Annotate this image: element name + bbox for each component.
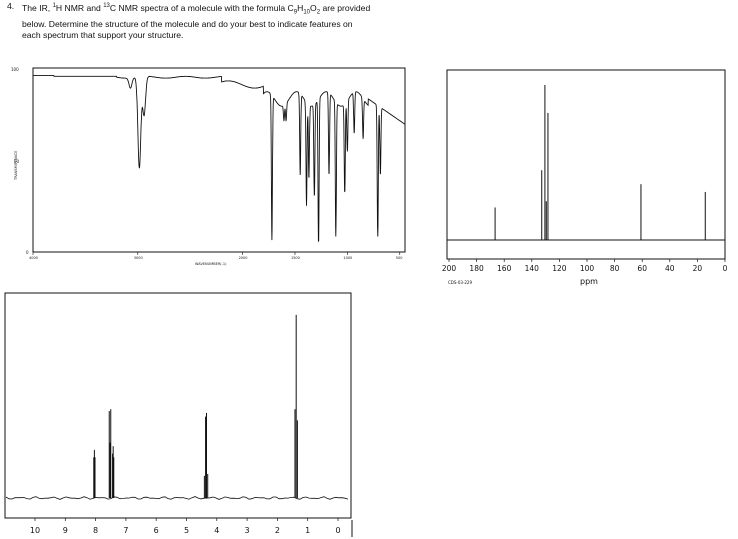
question-line-3: each spectrum that support your structur… <box>22 30 184 41</box>
c13-x-tick-label: 200 <box>442 264 457 273</box>
h1-x-tick-label: 8 <box>93 526 98 535</box>
c13-x-tick-label: 180 <box>469 264 484 273</box>
c13-code: CDS-03-229 <box>448 280 472 285</box>
ir-x-tick-label: 3000 <box>134 256 143 260</box>
h1-x-tick-label: 7 <box>123 526 128 535</box>
ir-x-tick-label: 2000 <box>239 256 248 260</box>
h1-spectrum: 10 9 8 7 6 5 4 3 2 1 0 <box>4 292 353 537</box>
c13-x-tick-label: 60 <box>637 264 647 273</box>
c13-frame <box>446 69 726 260</box>
ir-frame <box>32 67 406 253</box>
ir-trace <box>33 74 406 243</box>
c13-x-tick-label: 120 <box>552 264 567 273</box>
question-line-1: The IR, 1H NMR and 13C NMR spectra of a … <box>22 2 371 16</box>
h1-peaks <box>93 314 298 498</box>
c13-x-ticks: 200 180 160 140 120 100 80 60 40 20 0 <box>442 259 728 273</box>
question-text: 4. The IR, 1H NMR and 13C NMR spectra of… <box>7 1 437 42</box>
h1-x-tick-label: 0 <box>335 526 340 535</box>
c13-x-tick-label: 140 <box>525 264 540 273</box>
h1-x-tick-label: 9 <box>63 526 68 535</box>
h1-x-tick-label: 10 <box>30 526 40 535</box>
c13-x-tick-label: 20 <box>693 264 703 273</box>
ir-y-axis-label: TRANSMITTANCE <box>14 151 18 181</box>
h1-frame <box>4 292 352 519</box>
ir-x-tick-label: 1500 <box>291 256 300 260</box>
c13-peaks <box>494 85 706 240</box>
h1-baseline <box>5 496 349 500</box>
ir-x-ticks: 4000 3000 2000 1500 1000 500 <box>29 252 402 260</box>
question-line-2: below. Determine the structure of the mo… <box>22 18 353 29</box>
c13-x-axis-label: ppm <box>580 277 598 286</box>
question-number: 4. <box>7 1 15 11</box>
h1-x-ticks: 10 9 8 7 6 5 4 3 2 1 0 <box>30 518 353 537</box>
ir-y-bottom-label: 0 <box>26 250 29 255</box>
h1-x-tick-label: 6 <box>154 526 159 535</box>
h1-x-tick-label: 2 <box>275 526 280 535</box>
h1-x-tick-label: 4 <box>214 526 219 535</box>
h1-x-tick-label: 5 <box>184 526 189 535</box>
ir-x-axis-label: WAVENUMBER(-1) <box>195 262 227 266</box>
ir-x-tick-label: 4000 <box>29 256 38 260</box>
c13-spectrum: 200 180 160 140 120 100 80 60 40 20 0 CDS-03-229 p… <box>442 69 728 286</box>
c13-x-tick-label: 160 <box>497 264 512 273</box>
c13-x-tick-label: 0 <box>723 264 728 273</box>
h1-x-tick-label: 3 <box>245 526 250 535</box>
ir-y-top-label: 100 <box>11 67 19 72</box>
ir-x-tick-label: 1000 <box>343 256 352 260</box>
ir-spectrum: 100 50 0 TRANSMITTANCE 4000 3000 2000 1500 1… <box>11 67 406 266</box>
h1-x-tick-label: 1 <box>305 526 310 535</box>
ir-y-mid-label: 50 <box>14 159 20 164</box>
ir-x-tick-label: 500 <box>396 256 403 260</box>
c13-x-tick-label: 40 <box>665 264 675 273</box>
c13-x-tick-label: 100 <box>580 264 595 273</box>
c13-x-tick-label: 80 <box>610 264 620 273</box>
